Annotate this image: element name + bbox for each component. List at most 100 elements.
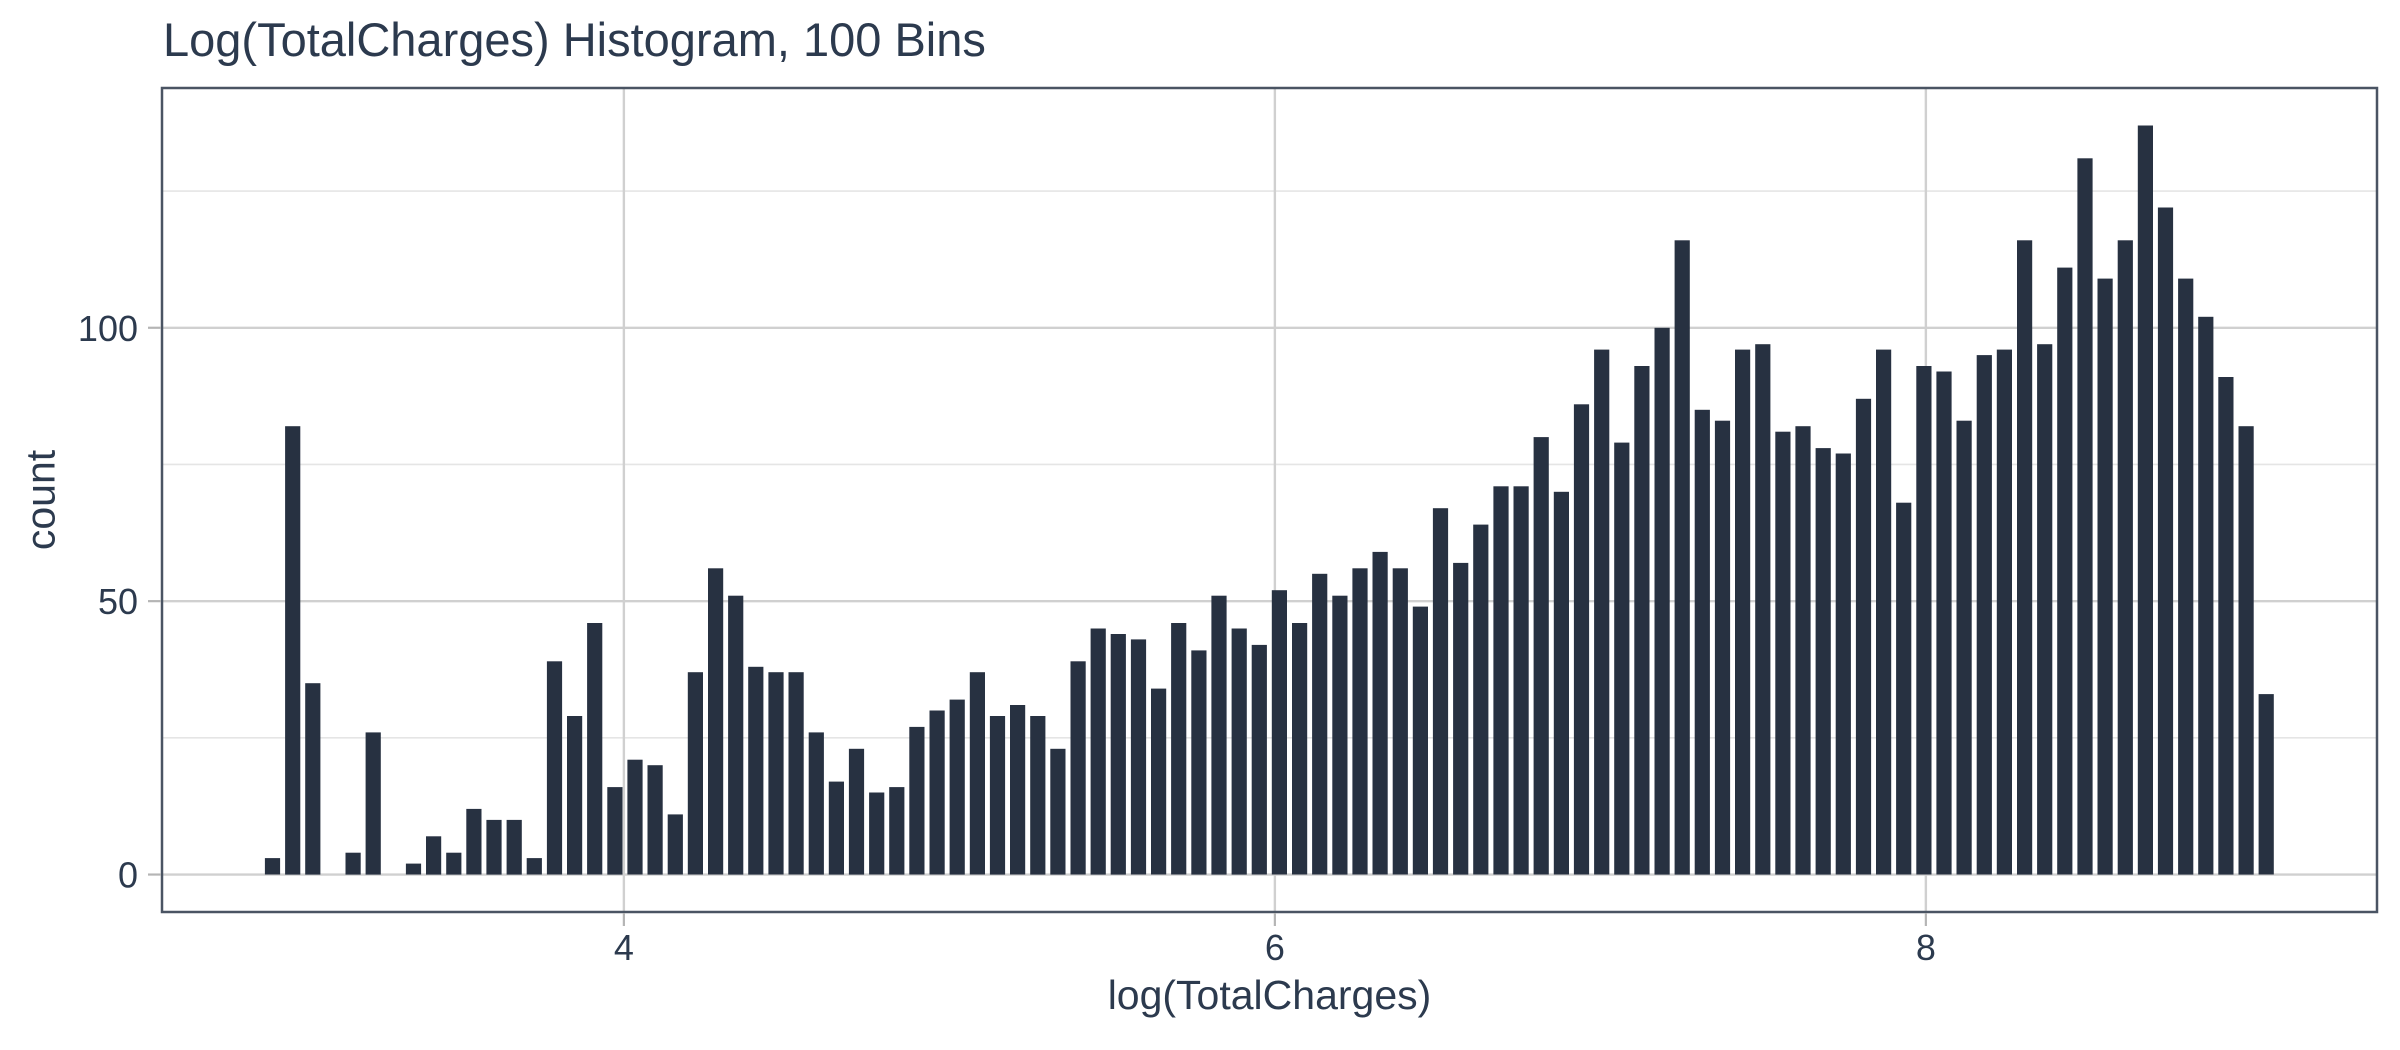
histogram-bar (949, 699, 965, 875)
histogram-bar (2198, 316, 2214, 875)
x-tick-label: 8 (1916, 927, 1936, 968)
histogram-bar (2218, 377, 2234, 875)
histogram-bar (708, 568, 724, 875)
x-tick-label: 6 (1265, 927, 1285, 968)
histogram-bar (929, 710, 945, 875)
histogram-bar (1453, 562, 1469, 875)
histogram-bar (587, 623, 603, 875)
y-tick-label: 0 (118, 855, 138, 896)
histogram-bar (305, 683, 321, 875)
histogram-bar (1594, 349, 1610, 875)
histogram-bar (1050, 748, 1066, 875)
histogram-bar (405, 863, 422, 875)
y-axis-title: count (17, 449, 64, 551)
x-tick-label: 4 (614, 927, 634, 968)
histogram-bar (1493, 486, 1509, 875)
histogram-bar (667, 814, 683, 875)
histogram-bar (1674, 240, 1690, 875)
histogram-bar (1271, 590, 1287, 875)
histogram-bar (1352, 568, 1368, 875)
histogram-bar (1916, 366, 1932, 875)
histogram-bar (1030, 716, 1046, 875)
histogram-bar (1251, 644, 1267, 875)
histogram-bar (1835, 453, 1851, 875)
histogram-bar (728, 595, 744, 875)
histogram-bar (466, 808, 482, 875)
axis-ticks (148, 326, 1927, 926)
histogram-bar (1896, 502, 1912, 875)
histogram-bar (1634, 366, 1650, 875)
histogram-bar (1070, 661, 1086, 875)
histogram-bar (2077, 158, 2093, 875)
histogram-bar (2258, 694, 2274, 875)
histogram-bar (1191, 650, 1207, 875)
histogram-bar (1312, 573, 1328, 875)
histogram-bar (828, 781, 844, 875)
histogram-bar (1231, 628, 1247, 875)
y-tick-label: 100 (78, 308, 138, 349)
histogram-bar (2057, 267, 2073, 875)
histogram-bar (1211, 595, 1227, 875)
histogram-bar (345, 852, 361, 875)
histogram-bar (2157, 207, 2174, 875)
histogram-bar (748, 666, 764, 875)
histogram-bar (848, 748, 865, 875)
histogram-bar (808, 732, 824, 875)
histogram-bar (446, 852, 462, 875)
histogram-bar (1412, 606, 1428, 875)
histogram-bar (1151, 688, 1167, 875)
histogram-bar (869, 792, 885, 875)
histogram-bar (1392, 568, 1408, 875)
histogram-bar (426, 836, 442, 875)
histogram-bar (1332, 595, 1348, 875)
histogram-bar (1090, 628, 1106, 875)
histogram-bar (647, 765, 663, 875)
histogram-bars (264, 125, 2274, 875)
histogram-bar (1694, 409, 1710, 875)
histogram-bar (1614, 442, 1630, 875)
histogram-bar (365, 732, 381, 875)
histogram-bar (506, 819, 522, 875)
histogram-bar (2117, 240, 2133, 875)
histogram-bar (2137, 125, 2153, 875)
histogram-bar (1432, 508, 1449, 875)
histogram-bar (1735, 349, 1751, 875)
histogram-bar (788, 672, 804, 875)
histogram-bar (2238, 426, 2254, 875)
histogram-bar (486, 819, 502, 875)
histogram-bar (1795, 426, 1811, 875)
histogram-bar (1714, 420, 1731, 875)
histogram-bar (2037, 344, 2053, 875)
histogram-bar (1956, 420, 1972, 875)
histogram-bar (1533, 437, 1549, 875)
histogram-bar (526, 858, 542, 875)
histogram-bar (1936, 371, 1952, 875)
histogram-bar (546, 661, 563, 875)
histogram-bar (264, 858, 281, 875)
histogram-bar (687, 672, 703, 875)
histogram-bar (1372, 551, 1388, 875)
histogram-bar (1815, 448, 1831, 875)
histogram-bar (1171, 623, 1187, 875)
histogram-bar (1553, 491, 1569, 875)
histogram-bar (627, 759, 643, 875)
panel-border (160, 86, 2379, 914)
histogram-bar (2017, 240, 2033, 875)
histogram-bar (285, 426, 301, 875)
chart-title: Log(TotalCharges) Histogram, 100 Bins (163, 13, 986, 66)
y-tick-label: 50 (98, 581, 138, 622)
histogram-bar (1513, 486, 1529, 875)
histogram-bar (2178, 278, 2194, 875)
histogram-bar (1130, 639, 1147, 875)
histogram-bar (1976, 355, 1992, 875)
histogram-bar (607, 787, 623, 875)
histogram-bar (909, 726, 925, 875)
histogram-bar (768, 672, 784, 875)
histogram-bar (1654, 327, 1670, 875)
histogram-bar (889, 787, 905, 875)
histogram-bar (1473, 524, 1489, 875)
histogram-bar (2097, 278, 2113, 875)
histogram-bar (969, 672, 985, 875)
